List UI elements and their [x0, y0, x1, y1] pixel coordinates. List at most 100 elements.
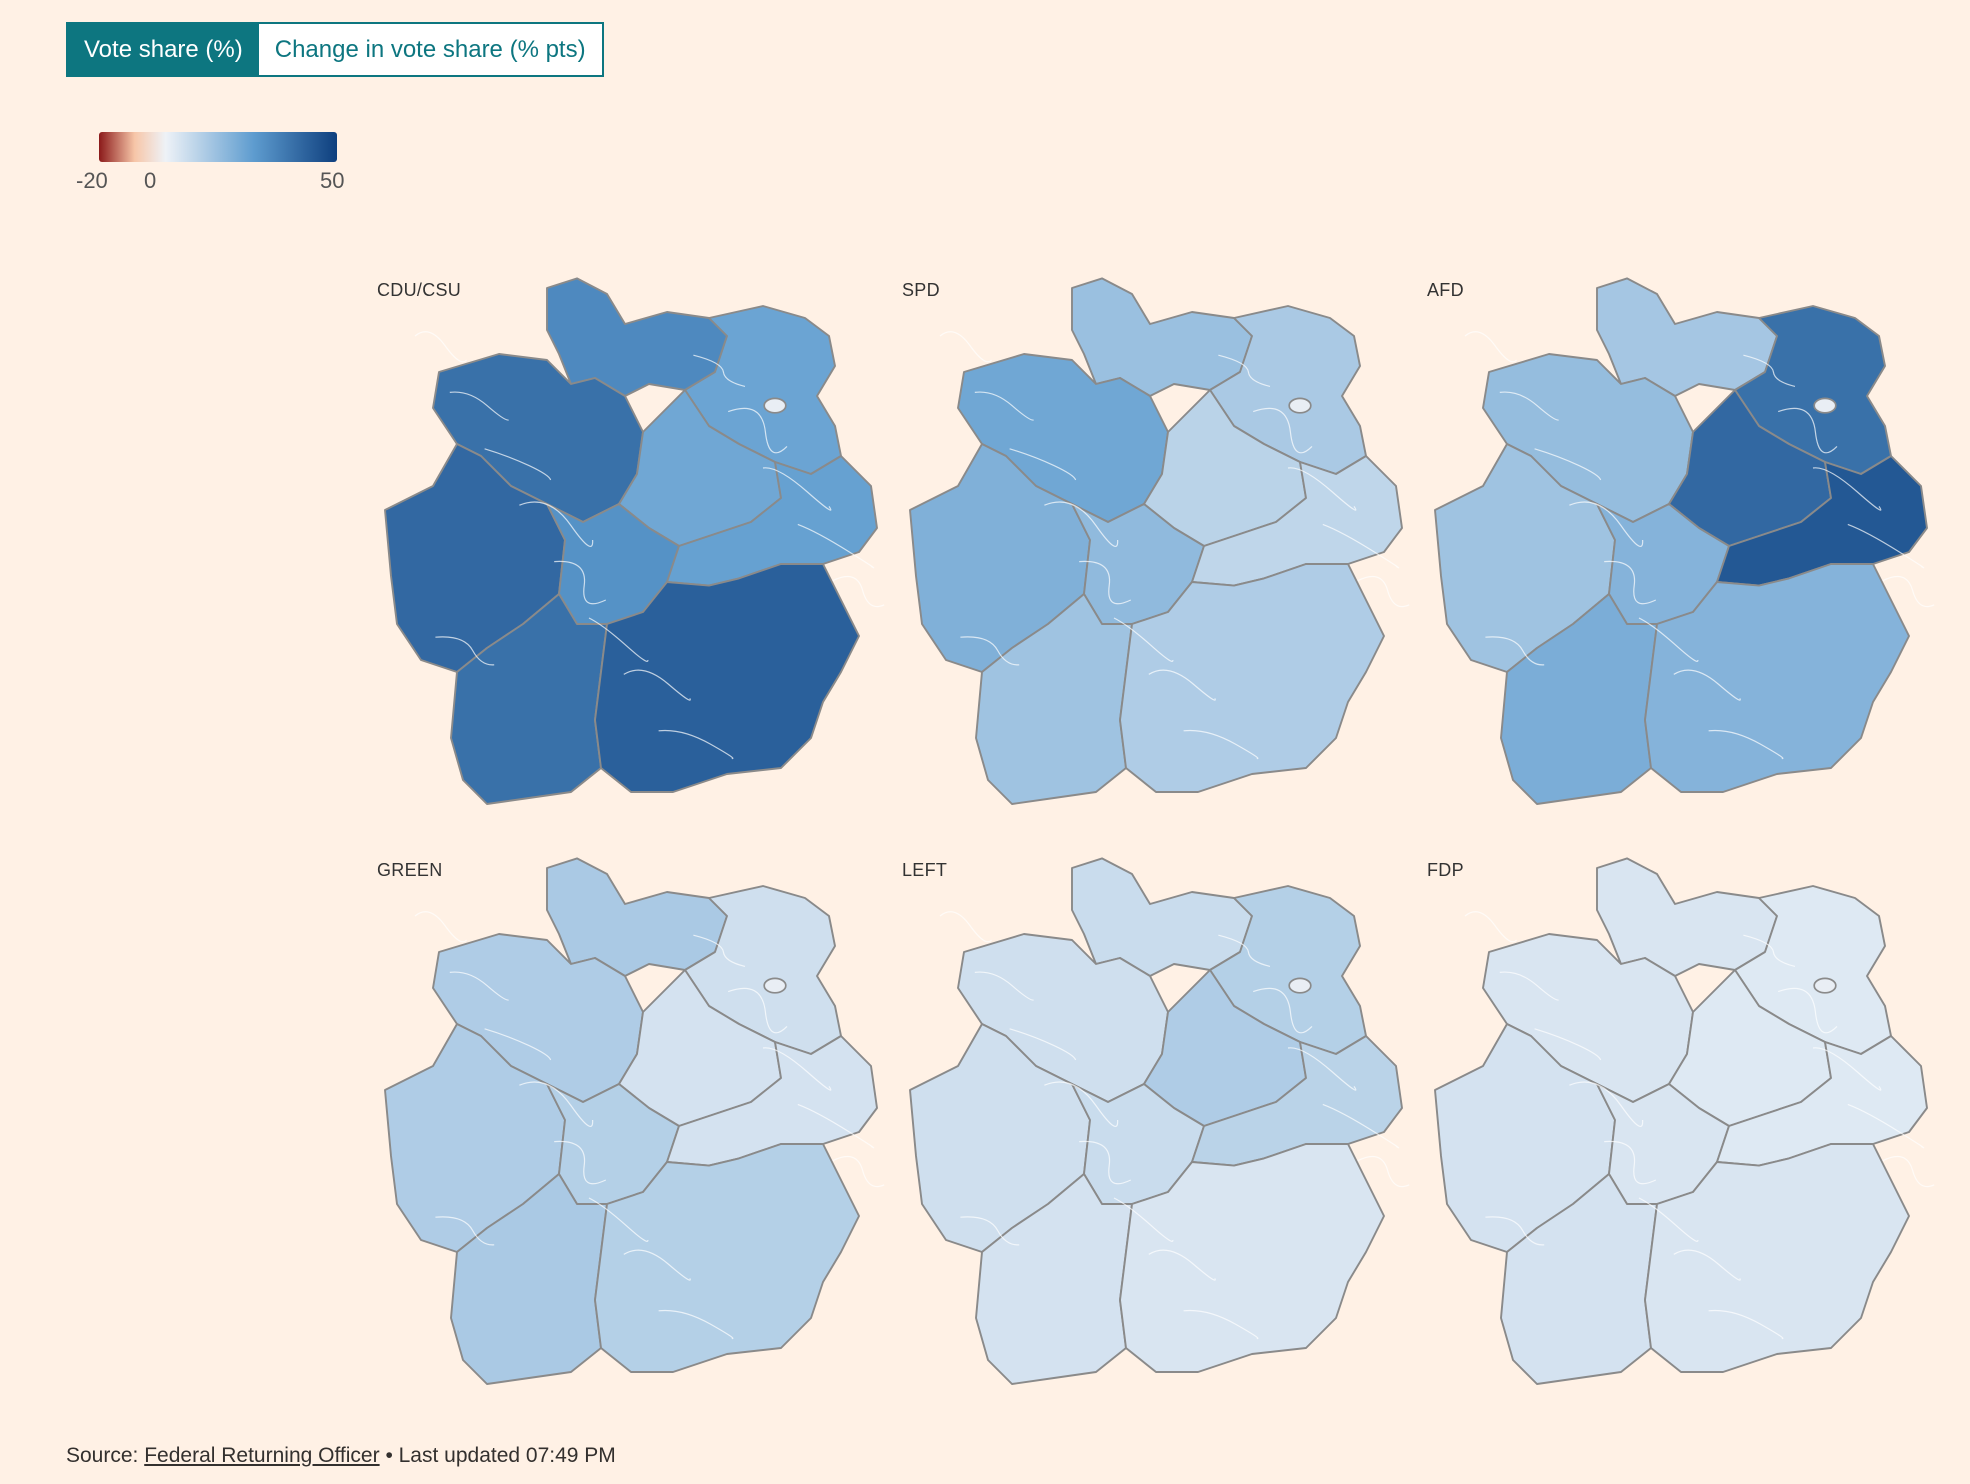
region-north[interactable]: [1071, 277, 1253, 397]
district-boundary: [1357, 575, 1410, 608]
map-party-label: FDP: [1415, 854, 1476, 887]
district-boundary: [1638, 617, 1699, 662]
district-boundary: [974, 391, 1034, 421]
district-boundary: [1464, 911, 1518, 943]
district-boundary: [1009, 1028, 1077, 1061]
district-boundary: [1044, 1081, 1119, 1128]
map-panel-afd: AFD: [1405, 250, 1945, 830]
district-boundary: [974, 971, 1034, 1001]
choropleth-fdp: [1434, 857, 1935, 1385]
legend-zero-label: 0: [144, 168, 157, 193]
district-boundary: [1079, 560, 1132, 605]
district-boundary: [1113, 617, 1174, 662]
district-boundary: [1183, 1309, 1259, 1340]
map-party-label: GREEN: [365, 854, 455, 887]
berlin-enclave: [1813, 397, 1837, 414]
district-boundary: [623, 1249, 691, 1281]
district-boundary: [1464, 331, 1518, 363]
vote-share-change-tab[interactable]: Change in vote share (% pts): [258, 24, 602, 75]
district-boundary: [1708, 729, 1784, 760]
district-boundary: [1218, 354, 1271, 387]
choropleth-afd: [1434, 277, 1935, 805]
district-boundary: [960, 1216, 1020, 1246]
district-boundary: [960, 636, 1020, 666]
district-boundary: [519, 501, 594, 548]
berlin-enclave: [1813, 977, 1837, 994]
berlin-enclave: [763, 397, 787, 414]
source-line: Source: Federal Returning Officer • Last…: [66, 1444, 616, 1468]
district-boundary: [1569, 501, 1644, 548]
map-party-label: AFD: [1415, 274, 1476, 307]
district-boundary: [435, 636, 495, 666]
district-boundary: [1357, 1155, 1410, 1188]
district-boundary: [1534, 448, 1602, 481]
district-boundary: [1079, 1140, 1132, 1185]
choropleth-cdu-csu: [384, 277, 885, 805]
district-boundary: [1812, 1047, 1882, 1091]
region-south[interactable]: [1644, 563, 1910, 793]
vote-share-tab[interactable]: Vote share (%): [68, 24, 259, 75]
district-boundary: [762, 1047, 832, 1091]
district-boundary: [727, 407, 788, 454]
region-south[interactable]: [594, 563, 860, 793]
district-boundary: [1673, 669, 1741, 701]
district-boundary: [1485, 1216, 1545, 1246]
district-boundary: [1009, 448, 1077, 481]
district-boundary: [1604, 1140, 1657, 1185]
region-south[interactable]: [1644, 1143, 1910, 1373]
district-boundary: [1499, 391, 1559, 421]
district-boundary: [693, 934, 746, 967]
district-boundary: [1218, 934, 1271, 967]
district-boundary: [1113, 1197, 1174, 1242]
map-panel-left: LEFT: [880, 830, 1420, 1410]
district-boundary: [449, 971, 509, 1001]
legend-max-label: 50: [320, 168, 345, 193]
district-boundary: [449, 391, 509, 421]
district-boundary: [1882, 575, 1935, 608]
district-boundary: [1812, 467, 1882, 511]
district-boundary: [1847, 1103, 1925, 1149]
district-boundary: [1044, 501, 1119, 548]
district-boundary: [1183, 729, 1259, 760]
source-prefix: Source:: [66, 1444, 145, 1467]
choropleth-spd: [909, 277, 1410, 805]
region-south[interactable]: [1119, 563, 1385, 793]
district-boundary: [1322, 523, 1400, 569]
region-north[interactable]: [546, 857, 728, 977]
district-boundary: [1485, 636, 1545, 666]
district-boundary: [1743, 934, 1796, 967]
region-north[interactable]: [1071, 857, 1253, 977]
map-party-label: CDU/CSU: [365, 274, 474, 307]
district-boundary: [414, 331, 468, 363]
map-panel-spd: SPD: [880, 250, 1420, 830]
district-boundary: [588, 617, 649, 662]
district-boundary: [658, 729, 734, 760]
map-panel-fdp: FDP: [1405, 830, 1945, 1410]
region-north[interactable]: [1596, 277, 1778, 397]
district-boundary: [1743, 354, 1796, 387]
region-north[interactable]: [546, 277, 728, 397]
region-south[interactable]: [594, 1143, 860, 1373]
district-boundary: [623, 669, 691, 701]
region-south[interactable]: [1119, 1143, 1385, 1373]
choropleth-left: [909, 857, 1410, 1385]
district-boundary: [832, 1155, 885, 1188]
district-boundary: [1708, 1309, 1784, 1340]
map-party-label: LEFT: [890, 854, 960, 887]
district-boundary: [554, 1140, 607, 1185]
district-boundary: [1499, 971, 1559, 1001]
choropleth-green: [384, 857, 885, 1385]
district-boundary: [484, 448, 552, 481]
source-link[interactable]: Federal Returning Officer: [144, 1444, 380, 1467]
district-boundary: [1777, 407, 1838, 454]
district-boundary: [484, 1028, 552, 1061]
district-boundary: [588, 1197, 649, 1242]
district-boundary: [658, 1309, 734, 1340]
region-north[interactable]: [1596, 857, 1778, 977]
district-boundary: [693, 354, 746, 387]
district-boundary: [554, 560, 607, 605]
district-boundary: [414, 911, 468, 943]
district-boundary: [1777, 987, 1838, 1034]
district-boundary: [939, 911, 993, 943]
